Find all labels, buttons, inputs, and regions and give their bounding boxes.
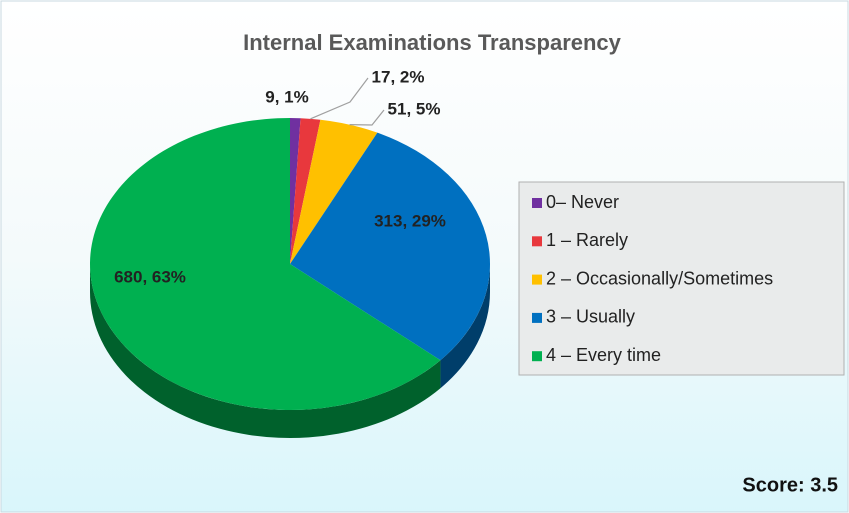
data-label: 680, 63% (114, 267, 186, 286)
chart-title: Internal Examinations Transparency (243, 30, 622, 55)
legend-swatch (532, 236, 542, 247)
data-label: 51, 5% (388, 99, 441, 118)
legend-swatch (532, 274, 542, 285)
slice (290, 118, 301, 264)
leader-line (349, 109, 385, 126)
legend-label: 0– Never (546, 192, 619, 212)
slice-side (90, 264, 441, 439)
score-annotation: Score: 3.5 (742, 474, 838, 496)
legend-swatch (532, 312, 542, 323)
slice (290, 119, 378, 265)
slice (290, 132, 490, 361)
slice (90, 118, 441, 411)
legend-swatch (532, 351, 542, 362)
data-label: 17, 2% (372, 67, 425, 86)
legend-swatch (532, 198, 542, 208)
data-label: 313, 29% (374, 211, 446, 230)
slice (290, 118, 321, 264)
legend (518, 181, 845, 376)
legend-label: 1 – Rarely (546, 230, 628, 250)
leader-line (310, 77, 369, 120)
legend-label: 4 – Every time (546, 345, 661, 365)
slice-side (440, 264, 490, 389)
legend-label: 2 – Occasionally/Sometimes (546, 268, 773, 288)
data-label: 9, 1% (265, 87, 308, 106)
legend-label: 3 – Usually (546, 307, 635, 327)
